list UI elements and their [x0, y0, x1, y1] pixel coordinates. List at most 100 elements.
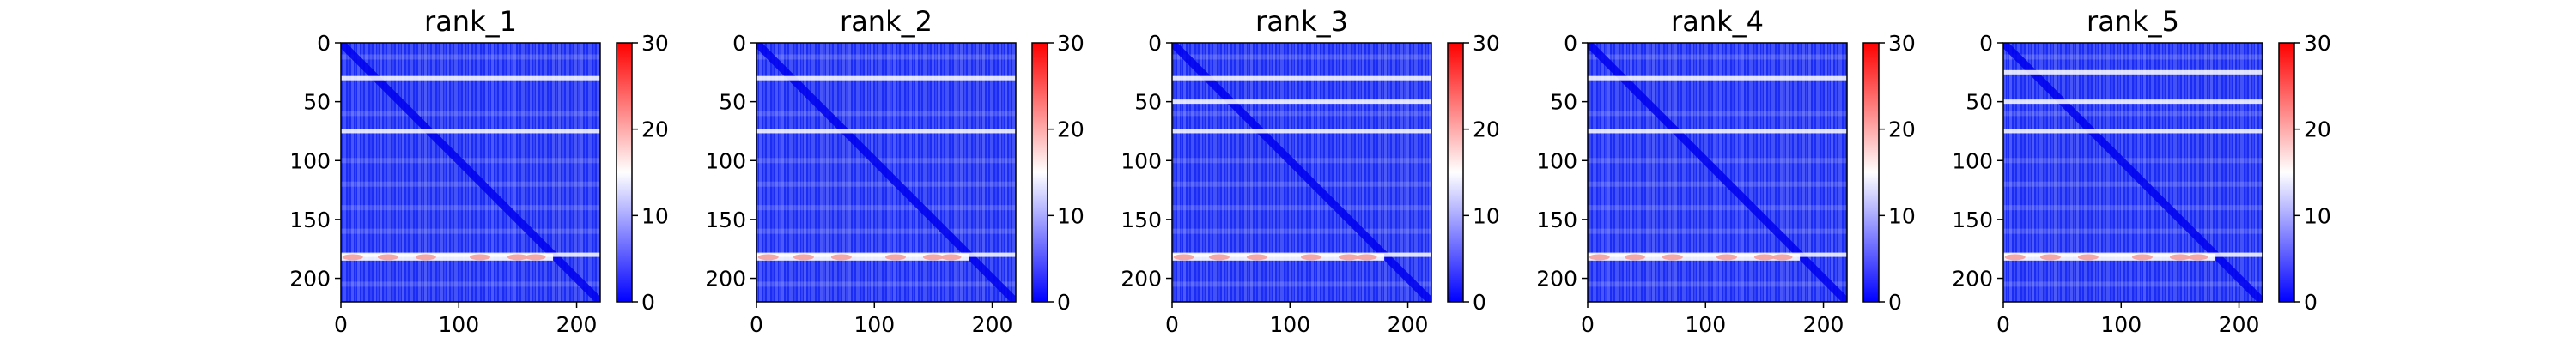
heatmap-band-2	[341, 158, 600, 164]
colorbar-tick-label: 20	[1888, 117, 1916, 142]
heatmap-band-0	[341, 54, 600, 60]
heatmap-band-1	[1588, 111, 1847, 117]
colorbar	[2278, 42, 2295, 303]
colorbar-tick-label: 30	[1888, 31, 1916, 56]
heatmap-stripe-2	[1172, 129, 1431, 134]
heatmap-band-5	[341, 228, 600, 234]
x-tick-label: 0	[1581, 312, 1595, 337]
heatmap-hot-spot-4	[1338, 254, 1359, 261]
heatmap-hot-spot-3	[884, 254, 906, 261]
heatmap-hot-spot-3	[1300, 254, 1321, 261]
heatmap-band-2	[1172, 158, 1431, 164]
colorbar	[1862, 42, 1880, 303]
heatmap-band-4	[341, 205, 600, 211]
axes-frame	[340, 42, 601, 303]
heatmap-hot-spot-2	[1662, 254, 1683, 261]
colorbar-tick-label: 20	[1057, 117, 1084, 142]
y-tick-label: 150	[1536, 208, 1577, 232]
colorbar-tick-label: 10	[2304, 203, 2331, 228]
heatmap-hot-spot-2	[415, 254, 436, 261]
heatmap-band-3	[1172, 181, 1431, 187]
heatmap-band-1	[756, 111, 1016, 117]
heatmap-band-3	[756, 181, 1016, 187]
y-tick-label: 150	[705, 208, 746, 232]
x-tick-label: 200	[2219, 312, 2260, 337]
x-tick-label: 100	[1685, 312, 1726, 337]
heatmap-stripe-1	[2003, 99, 2263, 105]
heatmap-hot-spot-3	[469, 254, 490, 261]
colorbar-tick-label: 20	[1473, 117, 1500, 142]
heatmap-hot-spot-1	[2039, 254, 2061, 261]
heatmap-band-0	[2003, 54, 2263, 60]
heatmap-band-5	[1588, 228, 1847, 234]
heatmap-band-2	[1588, 158, 1847, 164]
heatmap-hot-spot-0	[757, 254, 779, 261]
colorbar-tick-label: 30	[2304, 31, 2331, 56]
heatmap-stripe-0	[1172, 75, 1431, 81]
panel-title: rank_2	[840, 5, 933, 38]
y-tick-label: 100	[289, 148, 331, 173]
colorbar-tick-label: 10	[1473, 203, 1500, 228]
heatmap-hot-spot-2	[1246, 254, 1267, 261]
heatmap-stripe-1	[341, 129, 600, 134]
y-tick-label: 50	[719, 90, 746, 115]
y-tick-label: 0	[1564, 31, 1577, 56]
heatmap-band-0	[1588, 54, 1847, 60]
heatmap-band-0	[756, 54, 1016, 60]
axes-frame	[756, 42, 1017, 303]
heatmap-band-5	[2003, 228, 2263, 234]
heatmap-image	[2003, 43, 2263, 302]
colorbar	[616, 42, 633, 303]
x-tick-label: 100	[438, 312, 479, 337]
colorbar-tick-label: 30	[641, 31, 669, 56]
heatmap-image	[1172, 43, 1431, 302]
y-tick-label: 200	[1536, 267, 1577, 292]
heatmap-band-6	[1588, 281, 1847, 287]
heatmap-stripe-0	[756, 75, 1016, 81]
y-tick-label: 200	[289, 267, 331, 292]
heatmap-stripe-1	[756, 129, 1016, 134]
heatmap-hot-spot-3	[2131, 254, 2153, 261]
heatmap-hot-spot-3	[1716, 254, 1737, 261]
heatmap-band-3	[1588, 181, 1847, 187]
heatmap-band-5	[1172, 228, 1431, 234]
heatmap-band-1	[1172, 111, 1431, 117]
heatmap-band-5	[756, 228, 1016, 234]
colorbar-tick-label: 0	[641, 290, 655, 315]
heatmap-hot-spot-4	[2169, 254, 2190, 261]
heatmap-band-1	[2003, 111, 2263, 117]
y-tick-label: 50	[1550, 90, 1577, 115]
heatmap-band-6	[1172, 281, 1431, 287]
colorbar-tick-label: 20	[641, 117, 669, 142]
x-tick-label: 0	[1165, 312, 1179, 337]
heatmap-stripe-0	[2003, 69, 2263, 75]
heatmap-image	[756, 43, 1016, 302]
y-tick-label: 200	[1121, 267, 1162, 292]
heatmap-hot-row	[341, 253, 554, 261]
x-tick-label: 200	[1803, 312, 1844, 337]
heatmap-image	[1588, 43, 1847, 302]
heatmap-hot-spot-5	[1771, 254, 1793, 261]
y-tick-label: 200	[705, 267, 746, 292]
colorbar-tick-label: 30	[1473, 31, 1500, 56]
heatmap-hot-spot-5	[1356, 254, 1377, 261]
x-tick-label: 0	[750, 312, 763, 337]
y-tick-label: 150	[1952, 208, 1993, 232]
heatmap-band-2	[756, 158, 1016, 164]
heatmap-band-6	[756, 281, 1016, 287]
heatmap-band-1	[341, 111, 600, 117]
heatmap-stripe-0	[341, 75, 600, 81]
heatmap-hot-spot-1	[377, 254, 398, 261]
x-tick-label: 200	[556, 312, 598, 337]
y-tick-label: 100	[1536, 148, 1577, 173]
heatmap-hot-spot-1	[793, 254, 814, 261]
heatmap-stripe-1	[1588, 129, 1847, 134]
axes-frame	[1171, 42, 1432, 303]
x-tick-label: 0	[334, 312, 348, 337]
heatmap-hot-spot-4	[922, 254, 944, 261]
